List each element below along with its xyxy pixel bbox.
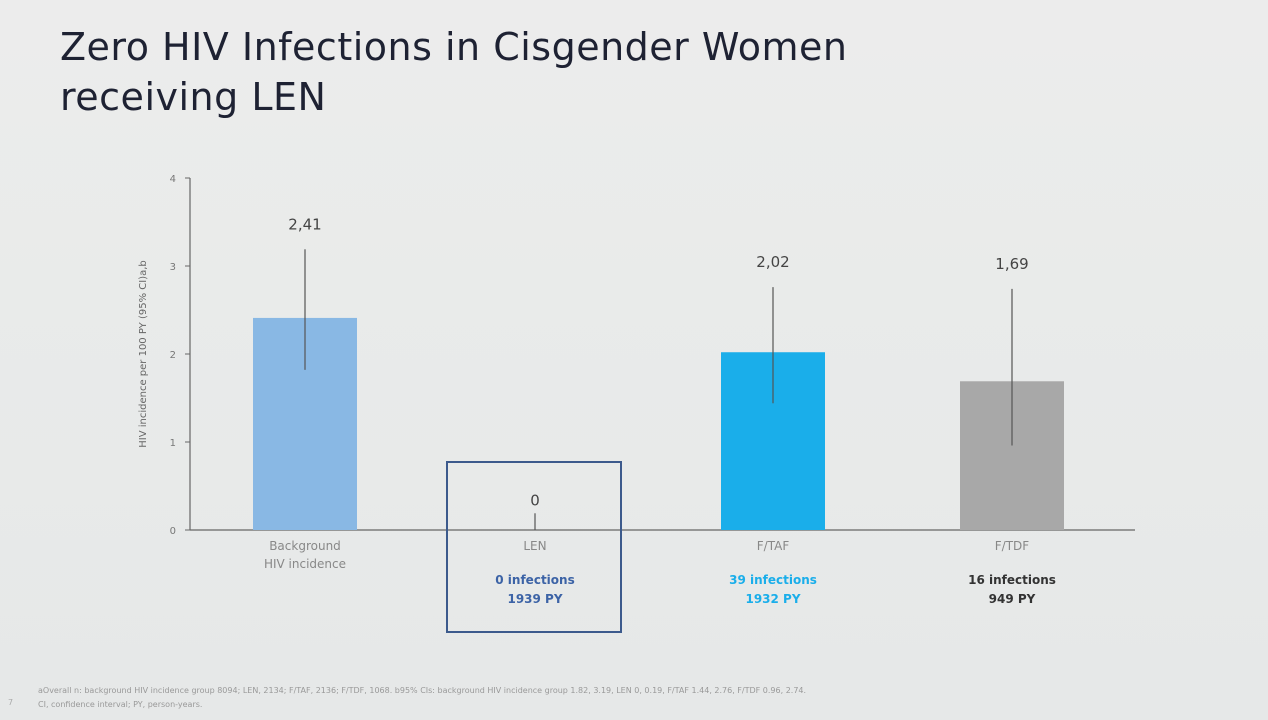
category-label: HIV incidence	[264, 557, 346, 571]
slide-title: Zero HIV Infections in Cisgender Women r…	[60, 22, 847, 122]
infections-label: 16 infections	[968, 573, 1056, 587]
category-label: LEN	[523, 539, 546, 553]
title-line-2: receiving LEN	[60, 75, 327, 119]
value-label: 2,02	[756, 253, 789, 271]
value-label: 2,41	[288, 215, 321, 233]
footnote-line-1: aOverall n: background HIV incidence gro…	[38, 686, 807, 695]
infections-label: 0 infections	[495, 573, 574, 587]
y-tick-label: 1	[170, 438, 176, 449]
y-tick-label: 0	[170, 526, 176, 537]
category-label: F/TAF	[757, 539, 790, 553]
value-label: 1,69	[995, 255, 1028, 273]
title-line-1: Zero HIV Infections in Cisgender Women	[60, 25, 848, 69]
person-years-label: 1939 PY	[507, 592, 562, 606]
footnote: aOverall n: background HIV incidence gro…	[38, 684, 806, 712]
category-label: Background	[269, 539, 341, 553]
y-tick-label: 4	[170, 174, 176, 185]
y-tick-label: 2	[170, 350, 176, 361]
page-number: 7	[8, 698, 14, 707]
category-label: F/TDF	[995, 539, 1030, 553]
y-axis-label: HIV incidence per 100 PY (95% CI)a,b	[138, 260, 149, 448]
footnote-line-2: CI, confidence interval; PY, person-year…	[38, 700, 203, 709]
infections-label: 39 infections	[729, 573, 817, 587]
value-label: 0	[530, 491, 540, 509]
y-tick-label: 3	[170, 262, 176, 273]
person-years-label: 1932 PY	[745, 592, 800, 606]
person-years-label: 949 PY	[989, 592, 1036, 606]
len-highlight-box	[446, 461, 622, 633]
